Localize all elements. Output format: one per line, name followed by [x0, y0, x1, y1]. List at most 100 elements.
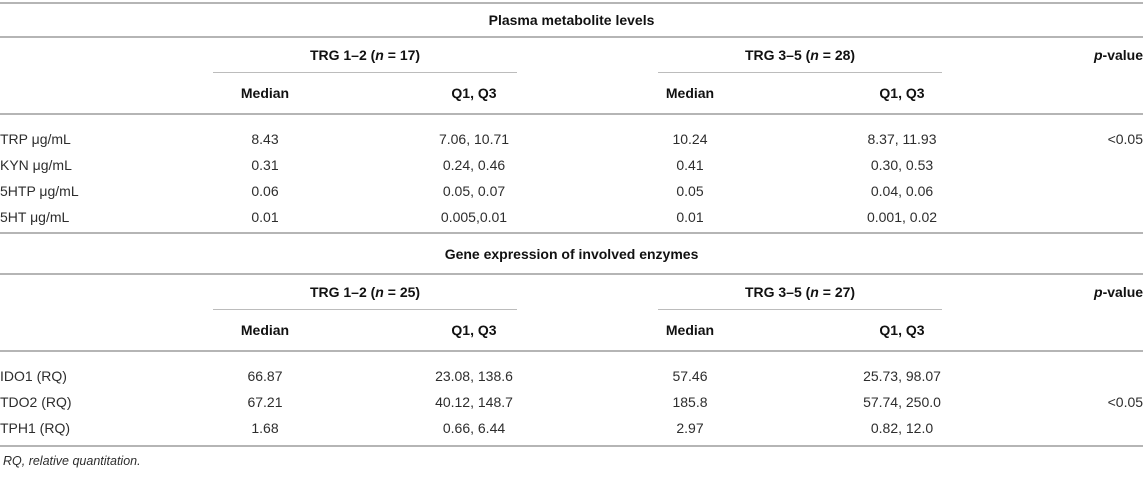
q1q3-value: 23.08, 138.6 — [435, 368, 513, 384]
spacer — [0, 351, 1143, 363]
col-header-median: Median — [200, 310, 330, 352]
q1q3-value: 0.66, 6.44 — [442, 420, 506, 436]
q1q3-value: 0.24, 0.46 — [442, 157, 506, 173]
q1q3-value: 0.005,0.01 — [440, 209, 508, 225]
section-title-row: Gene expression of involved enzymes — [0, 234, 1143, 275]
col-header-median: Median — [618, 73, 762, 115]
n-symbol: n — [375, 284, 384, 300]
group-header-trg35: TRG 3–5 (n = 27) — [658, 280, 942, 310]
row-label: 5HTP μg/mL — [0, 183, 79, 199]
group-header-cell: TRG 1–2 (n = 17) — [200, 37, 618, 73]
group-header-trg12: TRG 1–2 (n = 17) — [213, 43, 517, 73]
row-label: KYN μg/mL — [0, 157, 72, 173]
section-title: Plasma metabolite levels — [0, 3, 1143, 38]
median-value: 67.21 — [247, 394, 283, 410]
group-header-trg35: TRG 3–5 (n = 28) — [658, 43, 942, 73]
table-row: TPH1 (RQ) 1.68 0.66, 6.44 2.97 0.82, 12.… — [0, 415, 1143, 441]
table-row: 5HTP μg/mL 0.06 0.05, 0.07 0.05 0.04, 0.… — [0, 178, 1143, 204]
group-header-text: = 27) — [818, 284, 856, 300]
p-value-header-text: -value — [1102, 284, 1143, 300]
p-value-cell — [1042, 152, 1143, 178]
spacer — [0, 441, 1143, 446]
n-symbol: n — [375, 47, 384, 63]
empty-cell — [0, 274, 200, 310]
median-value: 185.8 — [672, 394, 708, 410]
empty-cell — [1042, 73, 1143, 115]
group-header-cell: TRG 3–5 (n = 27) — [618, 274, 1042, 310]
n-symbol: n — [810, 284, 819, 300]
median-value: 0.41 — [676, 157, 704, 173]
table-row: KYN μg/mL 0.31 0.24, 0.46 0.41 0.30, 0.5… — [0, 152, 1143, 178]
column-header-row: Median Q1, Q3 Median Q1, Q3 — [0, 73, 1143, 115]
row-label: TRP μg/mL — [0, 131, 71, 147]
group-header-text: = 17) — [383, 47, 421, 63]
row-label: TDO2 (RQ) — [0, 394, 72, 410]
group-header-text: TRG 1–2 ( — [309, 47, 376, 63]
group-header-text: TRG 3–5 ( — [744, 284, 811, 300]
spacer — [0, 230, 1143, 233]
col-header-q1q3: Q1, Q3 — [330, 310, 618, 352]
median-value: 0.31 — [251, 157, 279, 173]
group-header-cell: TRG 1–2 (n = 25) — [200, 274, 618, 310]
median-value: 1.68 — [251, 420, 279, 436]
p-value-header-cell: p-value — [1042, 37, 1143, 73]
table-row: IDO1 (RQ) 66.87 23.08, 138.6 57.46 25.73… — [0, 363, 1143, 389]
median-value: 57.46 — [672, 368, 708, 384]
table-row: TDO2 (RQ) 67.21 40.12, 148.7 185.8 57.74… — [0, 389, 1143, 415]
section-title-row: Plasma metabolite levels — [0, 3, 1143, 38]
empty-cell — [0, 37, 200, 73]
n-symbol: n — [810, 47, 819, 63]
p-value-cell — [1042, 415, 1143, 441]
table-row: TRP μg/mL 8.43 7.06, 10.71 10.24 8.37, 1… — [0, 126, 1143, 152]
group-header-text: TRG 3–5 ( — [744, 47, 811, 63]
gene-expression-table: Gene expression of involved enzymes TRG … — [0, 234, 1143, 447]
q1q3-value: 40.12, 148.7 — [435, 394, 513, 410]
p-symbol: p — [1093, 47, 1103, 63]
group-header-row: TRG 1–2 (n = 17) TRG 3–5 (n = 28) p-valu… — [0, 37, 1143, 73]
p-value-cell — [1042, 204, 1143, 230]
median-value: 0.06 — [251, 183, 279, 199]
median-value: 2.97 — [676, 420, 704, 436]
q1q3-value: 25.73, 98.07 — [863, 368, 941, 384]
col-header-q1q3: Q1, Q3 — [330, 73, 618, 115]
q1q3-value: 8.37, 11.93 — [867, 131, 937, 147]
col-header-median: Median — [200, 73, 330, 115]
q1q3-value: 0.04, 0.06 — [870, 183, 934, 199]
p-value-header: p-value — [1042, 280, 1143, 310]
p-value-header-text: -value — [1102, 47, 1143, 63]
group-header-text: TRG 1–2 ( — [309, 284, 376, 300]
p-value-cell: <0.05 — [1107, 394, 1143, 410]
p-value-cell: <0.05 — [1107, 131, 1143, 147]
q1q3-value: 7.06, 10.71 — [438, 131, 510, 147]
column-header-row: Median Q1, Q3 Median Q1, Q3 — [0, 310, 1143, 352]
q1q3-value: 57.74, 250.0 — [863, 394, 941, 410]
p-value-header: p-value — [1042, 43, 1143, 73]
table-row: 5HT μg/mL 0.01 0.005,0.01 0.01 0.001, 0.… — [0, 204, 1143, 230]
median-value: 0.01 — [676, 209, 704, 225]
q1q3-value: 0.001, 0.02 — [866, 209, 938, 225]
empty-cell — [0, 73, 200, 115]
q1q3-value: 0.82, 12.0 — [870, 420, 934, 436]
median-value: 8.43 — [251, 131, 279, 147]
row-label: 5HT μg/mL — [0, 209, 70, 225]
group-header-cell: TRG 3–5 (n = 28) — [618, 37, 1042, 73]
group-header-text: = 28) — [818, 47, 856, 63]
p-value-header-cell: p-value — [1042, 274, 1143, 310]
p-symbol: p — [1094, 284, 1103, 300]
col-header-q1q3: Q1, Q3 — [762, 73, 1042, 115]
row-label: TPH1 (RQ) — [0, 420, 70, 436]
empty-cell — [0, 310, 200, 352]
median-value: 0.01 — [251, 209, 279, 225]
median-value: 66.87 — [247, 368, 283, 384]
footnote: RQ, relative quantitation. — [3, 454, 141, 468]
median-value: 10.24 — [672, 131, 708, 147]
p-value-cell — [1042, 178, 1143, 204]
plasma-metabolites-table: Plasma metabolite levels TRG 1–2 (n = 17… — [0, 2, 1143, 234]
q1q3-value: 0.30, 0.53 — [870, 157, 934, 173]
p-value-cell — [1042, 363, 1143, 389]
q1q3-value: 0.05, 0.07 — [442, 183, 506, 199]
group-header-trg12: TRG 1–2 (n = 25) — [213, 280, 517, 310]
row-label: IDO1 (RQ) — [0, 368, 67, 384]
group-header-text: = 25) — [383, 284, 421, 300]
